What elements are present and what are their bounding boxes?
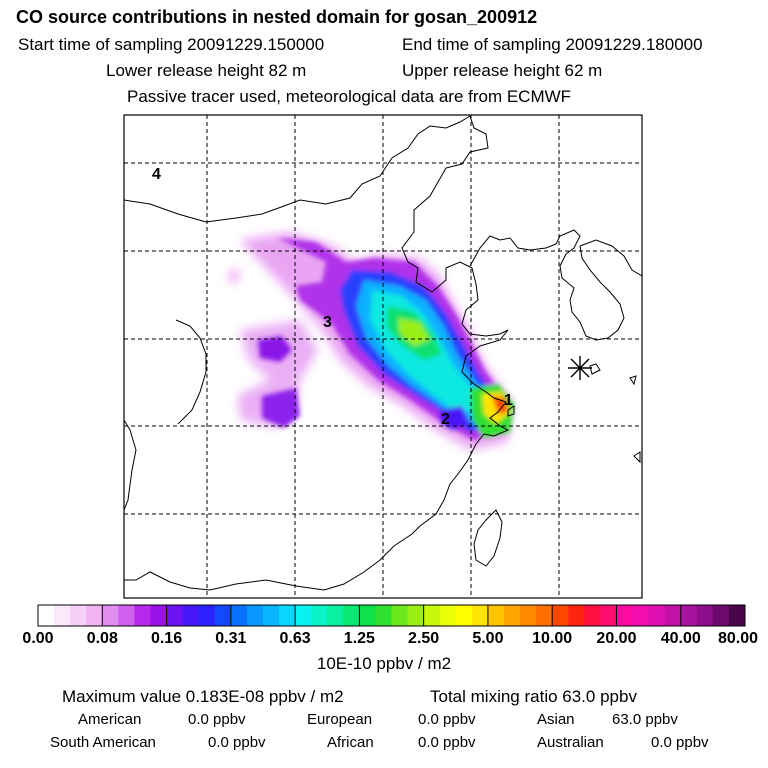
map-frame: [123, 114, 643, 599]
colorbar-swatch: [632, 605, 650, 626]
colorbar-swatch: [182, 605, 200, 626]
asian-value: 63.0 ppbv: [612, 711, 678, 728]
colorbar-swatch: [696, 605, 714, 626]
graticule: [124, 115, 642, 598]
colorbar-swatch: [102, 605, 119, 626]
south-american-value: 0.0 ppbv: [208, 734, 266, 751]
colorbar-swatch: [520, 605, 537, 626]
colorbar-tick-label: 10.00: [532, 630, 573, 647]
colorbar-swatch: [134, 605, 151, 626]
colorbar-tick-label: 80.00: [717, 630, 759, 647]
colorbar-swatch: [423, 605, 441, 626]
colorbar-swatch: [311, 605, 328, 626]
colorbar-swatch: [86, 605, 103, 626]
colorbar-swatch: [648, 605, 666, 626]
colorbar-frame: [37, 604, 746, 627]
max-value-label: Maximum value 0.183E-08 ppbv / m2: [62, 687, 344, 706]
end-time-label: End time of sampling 20091229.180000: [402, 35, 703, 54]
colorbar-swatch: [712, 605, 730, 626]
asian-label: Asian: [537, 711, 575, 728]
map-panel: 1 2 3 4: [124, 115, 642, 598]
colorbar-swatch: [536, 605, 553, 626]
region-label: 1: [504, 392, 513, 409]
colorbar-swatch: [600, 605, 617, 626]
colorbar-swatch: [70, 605, 87, 626]
region-label: 3: [323, 314, 332, 331]
colorbar-tick-label: 0.08: [86, 630, 118, 647]
colorbar-tick-label: 1.25: [343, 630, 375, 647]
colorbar-swatch: [487, 605, 505, 626]
colorbar-swatch: [295, 605, 312, 626]
european-label: European: [307, 711, 373, 728]
colorbar-swatch: [455, 605, 473, 626]
colorbar-swatch: [279, 605, 296, 626]
colorbar-swatch: [471, 605, 489, 626]
colorbar-unit: 10E-10 ppbv / m2: [316, 654, 452, 673]
australian-value: 0.0 ppbv: [651, 734, 709, 751]
colorbar-swatch: [54, 605, 71, 626]
colorbar: [37, 604, 746, 627]
american-label: American: [78, 711, 142, 728]
colorbar-swatch: [359, 605, 376, 626]
map-title: CO source contributions in nested domain…: [16, 7, 538, 27]
start-time-label: Start time of sampling 20091229.150000: [18, 35, 325, 54]
colorbar-swatch: [568, 605, 585, 626]
colorbar-swatch: [230, 605, 248, 626]
colorbar-swatch: [150, 605, 168, 626]
colorbar-swatch: [118, 605, 135, 626]
colorbar-tick-label: 0.00: [22, 630, 54, 647]
colorbar-tick-label: 2.50: [408, 630, 440, 647]
colorbar-tick-label: 40.00: [660, 630, 701, 647]
colorbar-swatch: [616, 605, 634, 626]
colorbar-swatch: [728, 605, 746, 626]
colorbar-swatch: [327, 605, 344, 626]
australian-label: Australian: [537, 734, 604, 751]
colorbar-swatch: [407, 605, 425, 626]
colorbar-swatch: [391, 605, 409, 626]
colorbar-swatch: [584, 605, 601, 626]
american-value: 0.0 ppbv: [188, 711, 246, 728]
colorbar-swatch: [262, 605, 280, 626]
colorbar-swatch: [664, 605, 682, 626]
colorbar-tick-label: 0.63: [279, 630, 311, 647]
colorbar-swatch: [38, 605, 55, 626]
colorbar-tick-label: 20.00: [596, 630, 637, 647]
colorbar-swatch: [680, 605, 698, 626]
colorbar-tick-label: 0.16: [150, 630, 183, 647]
european-value: 0.0 ppbv: [418, 711, 476, 728]
total-mixing-label: Total mixing ratio 63.0 ppbv: [430, 687, 637, 706]
colorbar-swatch: [375, 605, 392, 626]
colorbar-swatch: [343, 605, 360, 626]
colorbar-swatch: [166, 605, 184, 626]
colorbar-tick-label: 0.31: [215, 630, 247, 647]
upper-release-label: Upper release height 62 m: [402, 61, 603, 80]
colorbar-swatch: [198, 605, 216, 626]
region-label: 4: [152, 166, 161, 183]
colorbar-swatch: [439, 605, 457, 626]
colorbar-tick-label: 5.00: [472, 630, 504, 647]
colorbar-swatch: [552, 605, 569, 626]
lower-release-label: Lower release height 82 m: [106, 61, 307, 80]
african-label: African: [327, 734, 374, 751]
colorbar-swatch: [214, 605, 232, 626]
region-label: 2: [441, 411, 450, 428]
south-american-label: South American: [50, 734, 156, 751]
colorbar-swatch: [503, 605, 521, 626]
receptor-asterisk-icon: [568, 356, 592, 380]
tracer-note: Passive tracer used, meteorological data…: [127, 87, 572, 106]
african-value: 0.0 ppbv: [418, 734, 476, 751]
colorbar-swatch: [246, 605, 264, 626]
